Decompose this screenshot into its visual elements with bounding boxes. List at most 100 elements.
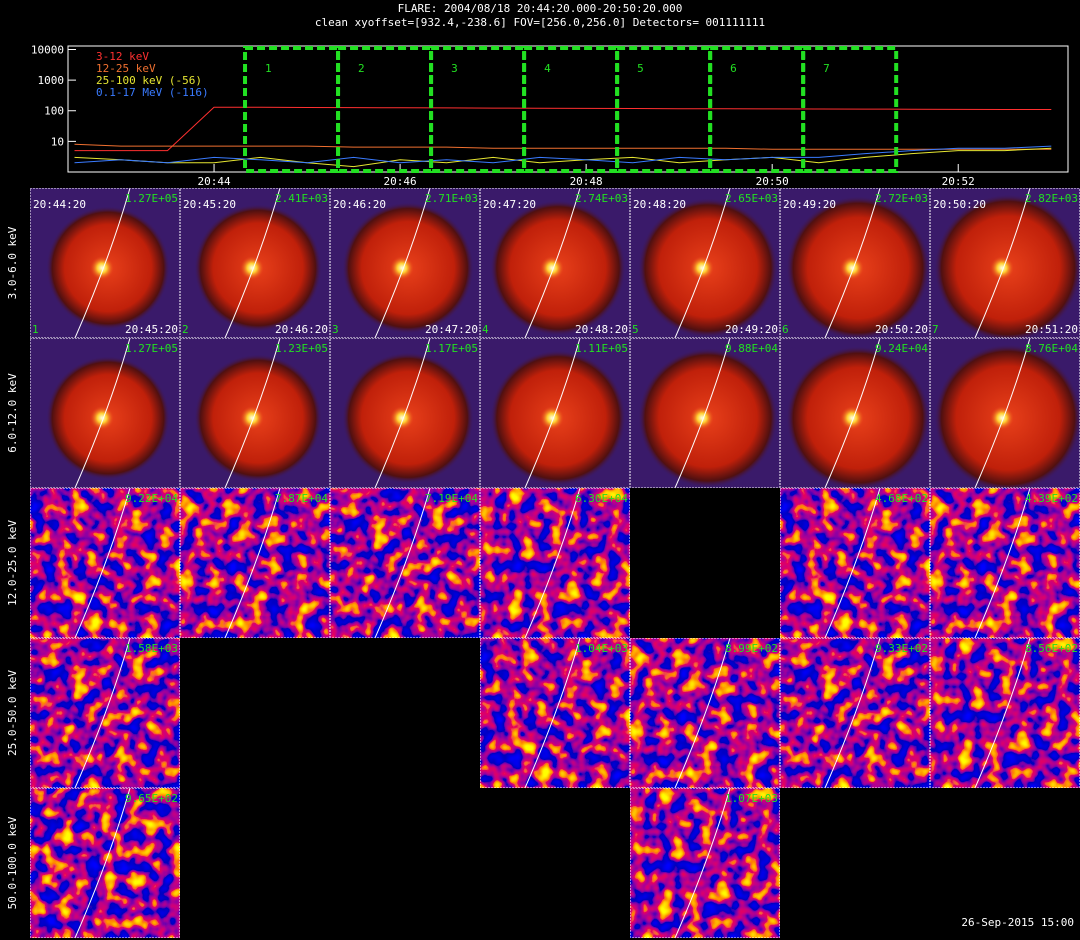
image-panel: 1.17E+05: [330, 337, 480, 489]
max-label: 1.58E+03: [125, 642, 178, 655]
series-line: [74, 143, 1052, 150]
image-panel: 8.56E+02: [930, 637, 1080, 789]
time-interval: [708, 46, 806, 173]
x-tick-label: 20:48: [570, 175, 603, 188]
row-label: 3.0-6.0 keV: [6, 226, 19, 299]
subtitle: clean xyoffset=[932.4,-238.6] FOV=[256.0…: [315, 16, 765, 29]
image-panel: 2.71E+03 20:46:20 20:47:20 3: [330, 187, 480, 339]
interval-label: 1: [265, 62, 272, 75]
max-label: 9.24E+04: [875, 342, 928, 355]
image-panel: 9.22E+04: [30, 487, 180, 639]
time-interval: [522, 46, 620, 173]
max-label: 4.39E+02: [1025, 492, 1078, 505]
row-label: 50.0-100.0 keV: [6, 816, 19, 909]
start-time: 20:50:20: [933, 198, 986, 211]
y-tick-label: 10: [51, 135, 64, 148]
image-panel: 2.72E+03 20:49:20 20:50:20 6: [780, 187, 930, 340]
max-label: 9.88E+04: [725, 342, 778, 355]
footer: 26-Sep-2015 15:00: [961, 916, 1074, 929]
image-panel: 4.68E+02: [780, 487, 930, 639]
max-label: 2.82E+03: [1025, 192, 1078, 205]
image-panel: 6.30E+04: [480, 487, 630, 639]
interval-label: 6: [730, 62, 737, 75]
image-panel: 7.19E+04: [330, 487, 480, 639]
max-label: 1.27E+05: [125, 342, 178, 355]
max-label: 8.56E+02: [1025, 642, 1078, 655]
image-panel: 2.74E+03 20:47:20 20:48:20 4: [480, 187, 630, 339]
y-tick-label: 1000: [38, 74, 65, 87]
image-panel: 2.65E+03 20:48:20 20:49:20 5: [630, 187, 780, 339]
x-tick-label: 20:44: [197, 175, 230, 188]
end-time: 20:47:20: [425, 323, 478, 336]
title: FLARE: 2004/08/18 20:44:20.000-20:50:20.…: [398, 2, 683, 15]
start-time: 20:45:20: [183, 198, 236, 211]
max-label: 1.17E+05: [425, 342, 478, 355]
image-panel: 7.87E+04: [180, 487, 330, 639]
x-tick-label: 20:50: [756, 175, 789, 188]
image-panel: 1.07E+03: [630, 787, 780, 939]
end-time: 20:48:20: [575, 323, 628, 336]
image-panel: 1.04E+03: [480, 637, 630, 789]
max-label: 7.87E+04: [275, 492, 328, 505]
image-panel: 9.88E+04: [630, 337, 780, 489]
max-label: 9.22E+04: [125, 492, 178, 505]
start-time: 20:48:20: [633, 198, 686, 211]
panel-number: 2: [182, 323, 189, 336]
max-label: 1.04E+03: [575, 642, 628, 655]
y-tick-label: 10000: [31, 43, 64, 56]
max-label: 6.30E+04: [575, 492, 628, 505]
max-label: 2.65E+03: [725, 192, 778, 205]
image-panel: 1.27E+05 20:44:20 20:45:20 1: [30, 187, 180, 339]
max-label: 1.23E+05: [275, 342, 328, 355]
row-label: 25.0-50.0 keV: [6, 670, 19, 756]
time-interval: [336, 46, 434, 173]
start-time: 20:46:20: [333, 198, 386, 211]
end-time: 20:50:20: [875, 323, 928, 336]
y-tick-label: 100: [44, 105, 64, 118]
time-interval: [243, 46, 341, 173]
interval-label: 3: [451, 62, 458, 75]
image-panel: 8.76E+04: [930, 337, 1080, 492]
max-label: 9.33E+02: [875, 642, 928, 655]
max-label: 1.07E+03: [725, 792, 778, 805]
max-label: 2.74E+03: [575, 192, 628, 205]
start-time: 20:44:20: [33, 198, 86, 211]
interval-label: 2: [358, 62, 365, 75]
panel-number: 1: [32, 323, 39, 336]
panel-number: 7: [932, 323, 939, 336]
legend-entry: 12-25 keV: [96, 62, 156, 75]
image-panel: 2.82E+03 20:50:20 20:51:20 7: [930, 187, 1080, 342]
row-label: 12.0-25.0 keV: [6, 520, 19, 606]
max-label: 7.19E+04: [425, 492, 478, 505]
image-panel: 9.33E+02: [780, 637, 930, 789]
image-panel: 1.27E+05: [30, 337, 180, 489]
legend-entry: 3-12 keV: [96, 50, 149, 63]
panel-number: 3: [332, 323, 339, 336]
interval-label: 5: [637, 62, 644, 75]
max-label: 8.99E+02: [725, 642, 778, 655]
image-panel: 8.99E+02: [630, 637, 780, 789]
panel-number: 5: [632, 323, 639, 336]
max-label: 2.41E+03: [275, 192, 328, 205]
image-panel: 1.58E+03: [30, 637, 180, 789]
panel-number: 6: [782, 323, 789, 336]
image-panel: 9.24E+04: [780, 337, 930, 490]
end-time: 20:49:20: [725, 323, 778, 336]
max-label: 2.72E+03: [875, 192, 928, 205]
image-panel: 1.23E+05: [180, 337, 330, 489]
row-label: 6.0-12.0 keV: [6, 373, 19, 453]
legend-entry: 25-100 keV (-56): [96, 74, 202, 87]
max-label: 1.11E+05: [575, 342, 628, 355]
max-label: 1.27E+05: [125, 192, 178, 205]
series-line: [74, 106, 1052, 152]
max-label: 2.71E+03: [425, 192, 478, 205]
max-label: 9.65E+02: [125, 792, 178, 805]
panel-number: 4: [482, 323, 489, 336]
max-label: 8.76E+04: [1025, 342, 1078, 355]
interval-label: 7: [823, 62, 830, 75]
image-panel: 4.39E+02: [930, 487, 1080, 639]
image-panel: 2.41E+03 20:45:20 20:46:20 2: [180, 187, 330, 339]
x-tick-label: 20:46: [384, 175, 417, 188]
